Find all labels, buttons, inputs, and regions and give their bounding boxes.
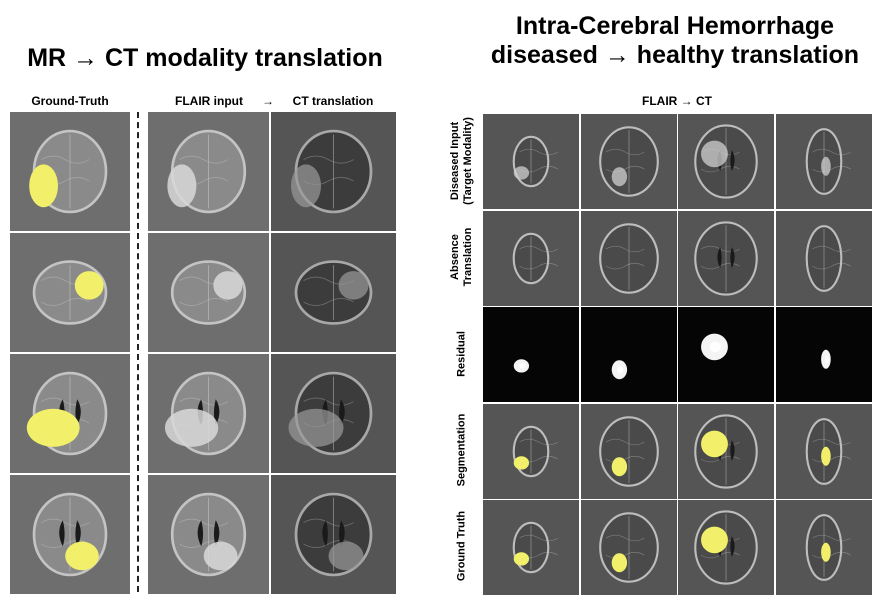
ground-truth-image-2 <box>10 233 130 352</box>
right-image-r4-c3 <box>678 403 774 499</box>
right-image-r4-c4 <box>775 403 872 499</box>
right-image-r1-c4 <box>775 114 872 209</box>
left-ground-truth-column <box>10 112 130 596</box>
flair-input-image-1 <box>148 112 269 231</box>
left-flair-ct-columns <box>148 112 396 596</box>
right-row-label-line: Diseased Input <box>448 121 461 201</box>
right-image-r1-c3 <box>678 114 774 209</box>
col-label-flair-input: FLAIR input <box>175 94 243 108</box>
right-image-r3-c3 <box>678 307 774 402</box>
right-image-r2-c4 <box>775 210 872 306</box>
right-title-line2: diseased → healthy translation <box>490 40 860 69</box>
right-image-r4-c1 <box>483 403 579 499</box>
right-image-r3-c2 <box>580 307 677 402</box>
right-row-label-line: Ground Truth <box>455 510 468 582</box>
left-panel-title: MR → CT modality translation <box>27 44 383 72</box>
right-row-label-line: Translation <box>462 227 474 287</box>
col-label-ct-translation: CT translation <box>292 94 374 108</box>
col-label-arrow: → <box>262 94 274 108</box>
right-row-label-line: Residual <box>455 331 468 377</box>
right-image-r5-c3 <box>678 500 774 595</box>
right-column-header: FLAIR → CT <box>642 94 712 108</box>
right-row-label-line: Absence <box>448 234 461 280</box>
ground-truth-image-1 <box>10 112 130 231</box>
flair-input-image-4 <box>148 475 269 594</box>
right-row-label-5: Ground Truth <box>455 511 468 581</box>
right-row-label-1: Diseased Input (Target Modality) <box>449 117 475 205</box>
right-image-grid <box>483 114 872 596</box>
ground-truth-image-3 <box>10 354 130 473</box>
right-image-r2-c2 <box>580 210 677 306</box>
right-image-r5-c1 <box>483 500 579 595</box>
right-row-label-line: (Target Modality) <box>462 117 474 205</box>
right-image-r3-c4 <box>775 307 872 402</box>
right-row-label-3: Residual <box>455 331 468 377</box>
right-row-label-2: Absence Translation <box>449 228 475 287</box>
right-row-label-4: Segmentation <box>455 414 468 487</box>
right-image-r3-c1 <box>483 307 579 402</box>
ct-translation-image-3 <box>271 354 396 473</box>
right-image-r1-c2 <box>580 114 677 209</box>
ct-translation-image-2 <box>271 233 396 352</box>
dashed-divider <box>137 112 139 592</box>
flair-input-image-3 <box>148 354 269 473</box>
right-image-r1-c1 <box>483 114 579 209</box>
col-label-ground-truth: Ground-Truth <box>31 94 109 108</box>
right-image-r2-c1 <box>483 210 579 306</box>
flair-input-image-2 <box>148 233 269 352</box>
ct-translation-image-4 <box>271 475 396 594</box>
right-image-r5-c4 <box>775 500 872 595</box>
ct-translation-image-1 <box>271 112 396 231</box>
right-title-line1: Intra-Cerebral Hemorrhage <box>515 12 835 40</box>
right-image-r4-c2 <box>580 403 677 499</box>
right-image-r2-c3 <box>678 210 774 306</box>
ground-truth-image-4 <box>10 475 130 594</box>
right-row-label-line: Segmentation <box>455 413 468 487</box>
right-panel-title: Intra-Cerebral Hemorrhage diseased → hea… <box>465 12 884 70</box>
right-image-r5-c2 <box>580 500 677 595</box>
